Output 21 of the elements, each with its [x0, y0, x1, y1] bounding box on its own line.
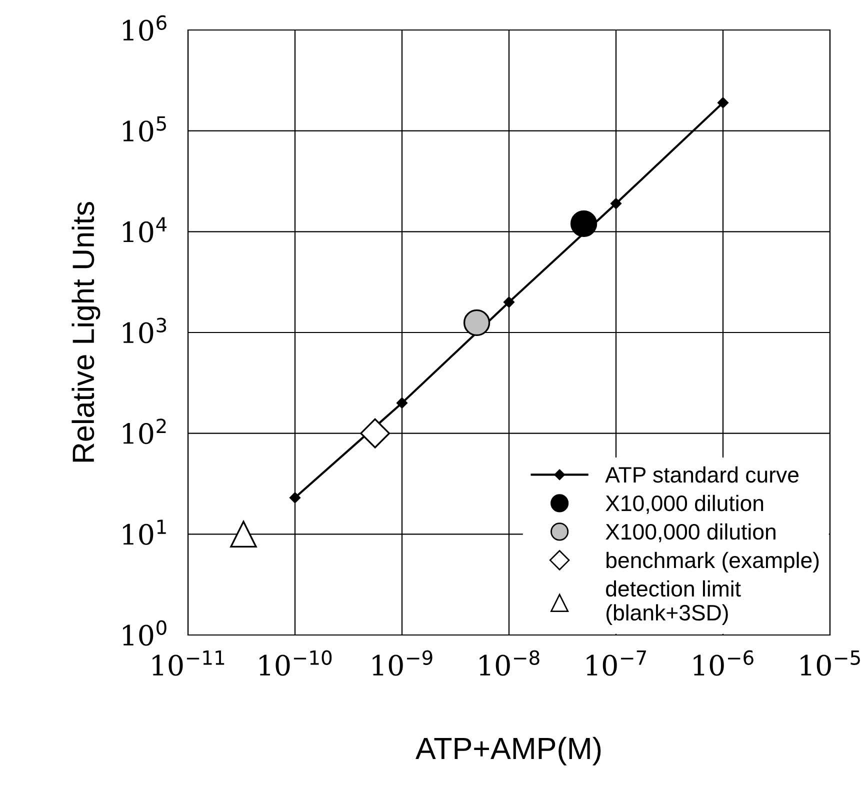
- x-axis-title: ATP+AMP(M): [416, 736, 601, 766]
- legend-label: benchmark (example): [606, 552, 819, 573]
- x-tick-label: 10$^{−5}$: [800, 650, 860, 676]
- x-tick-label: 10$^{−9}$: [372, 650, 432, 676]
- y-tick-label: 10$^{0}$: [123, 620, 166, 646]
- y-tick-label: 10$^{4}$: [123, 217, 167, 242]
- legend-label: X10,000 dilution: [606, 494, 764, 514]
- x-tick-label: 10$^{−7}$: [586, 650, 646, 676]
- x-tick-label: 10$^{−6}$: [694, 650, 754, 676]
- y-tick-label: 10$^{5}$: [123, 116, 166, 142]
- legend-label: ATP standard curve: [605, 466, 798, 483]
- y-tick-label: 10$^{6}$: [123, 15, 166, 41]
- y-tick-label: 10$^{1}$: [123, 520, 166, 545]
- x-tick-label: 10$^{−8}$: [480, 650, 540, 676]
- y-tick-label: 10$^{2}$: [123, 418, 166, 444]
- legend-label: X100,000 dilution: [606, 523, 776, 542]
- legend-label: detection limit (blank+3SD): [606, 580, 741, 625]
- y-tick-label: 10$^{3}$: [123, 318, 166, 344]
- x-tick-label: 10$^{−11}$: [152, 650, 224, 676]
- y-axis-title: Relative Light Units: [72, 202, 100, 462]
- x-tick-label: 10$^{−10}$: [260, 650, 332, 676]
